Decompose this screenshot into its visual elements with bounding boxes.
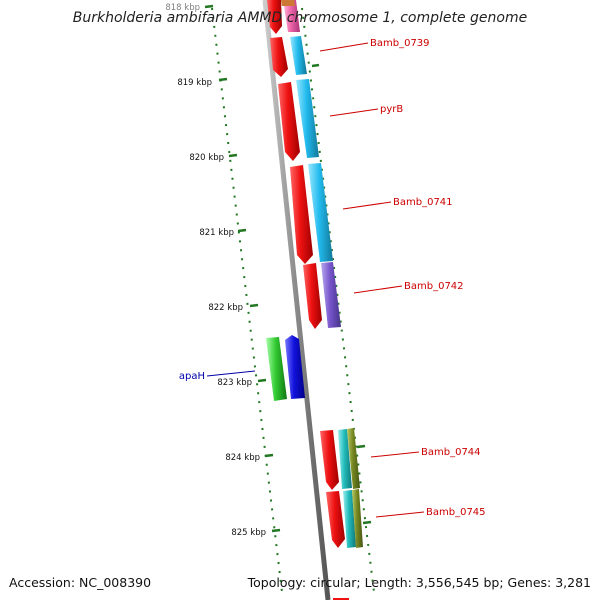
gene-label-bamb-0744[interactable]: Bamb_0744 <box>421 447 481 458</box>
map-title: Burkholderia ambifaria AMMD chromosome 1… <box>72 10 528 26</box>
topology-text: Topology: circular; Length: 3,556,545 bp… <box>247 575 591 590</box>
label-connectors <box>206 42 425 518</box>
gene-label-apah[interactable]: apaH <box>179 371 205 382</box>
gene-bamb-0744[interactable] <box>320 428 360 490</box>
tick-label-825: 825 kbp <box>231 528 266 538</box>
tick-label-820: 820 kbp <box>189 153 224 163</box>
tick-marks <box>204 4 372 533</box>
gene-pyrb[interactable] <box>278 79 319 161</box>
gene-label-bamb-0745[interactable]: Bamb_0745 <box>426 507 486 518</box>
gene-bamb-0739[interactable] <box>270 36 307 77</box>
gene-label-bamb-0739[interactable]: Bamb_0739 <box>370 38 430 49</box>
tick-label-824: 824 kbp <box>225 453 260 463</box>
tick-label-823: 823 kbp <box>217 378 252 388</box>
gene-apah[interactable] <box>266 335 305 401</box>
gene-bamb-0741[interactable] <box>290 163 333 264</box>
tick-label-822: 822 kbp <box>208 303 243 313</box>
gene-label-bamb-0741[interactable]: Bamb_0741 <box>393 197 453 208</box>
gene-label-pyrb[interactable]: pyrB <box>380 104 403 115</box>
gene-label-bamb-0742[interactable]: Bamb_0742 <box>404 281 464 292</box>
gene-bamb-0742[interactable] <box>303 262 341 329</box>
chromosome-backbone <box>262 0 331 600</box>
tick-label-818: 818 kbp <box>165 3 200 13</box>
gene-partial-top[interactable] <box>267 0 300 34</box>
inner-dotted-ring <box>211 7 283 593</box>
tick-label-821: 821 kbp <box>199 228 234 238</box>
accession-text: Accession: NC_008390 <box>9 575 152 590</box>
gene-bamb-0745[interactable] <box>326 489 363 548</box>
tick-label-819: 819 kbp <box>177 78 212 88</box>
